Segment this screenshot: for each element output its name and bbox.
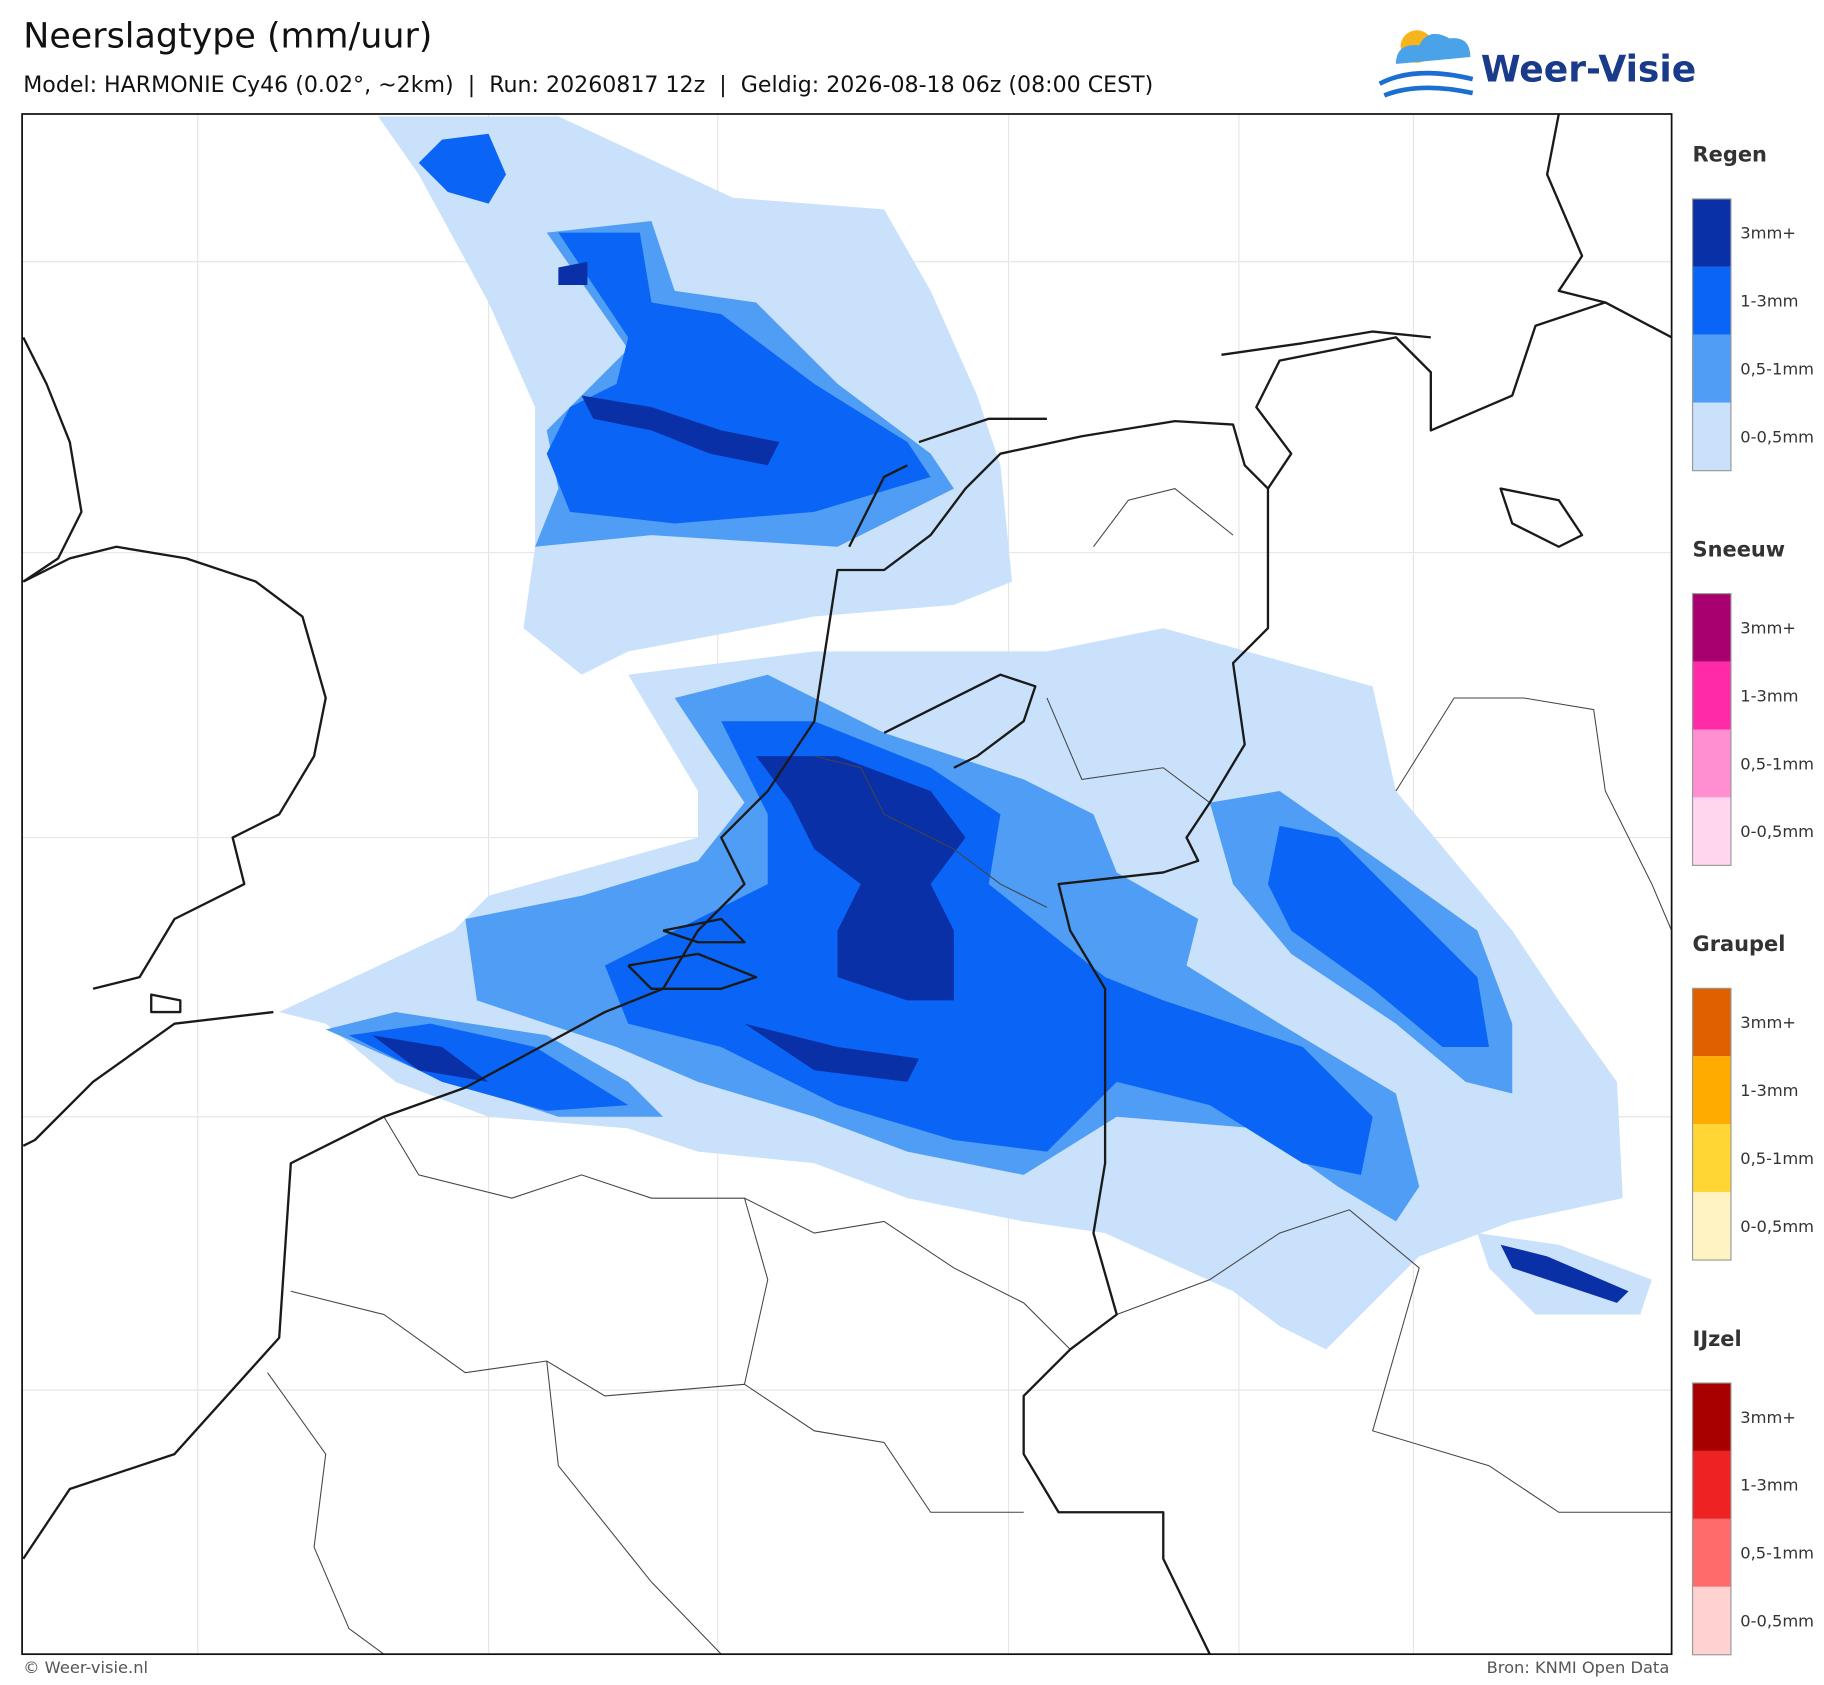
legend-label: 0-0,5mm <box>1740 822 1814 841</box>
legend-label: 3mm+ <box>1740 1013 1796 1032</box>
legend-swatch <box>1692 729 1731 798</box>
legend-label: 3mm+ <box>1740 618 1796 637</box>
legend-swatch <box>1692 1124 1731 1193</box>
map-frame <box>21 113 1673 1656</box>
legend-title: Sneeuw <box>1693 537 1786 561</box>
legend-swatch <box>1692 988 1731 1057</box>
legend-title: IJzel <box>1693 1327 1742 1351</box>
legend-label: 0-0,5mm <box>1740 428 1814 447</box>
logo-text: Weer-Visie <box>1481 48 1696 90</box>
legend-swatch <box>1692 1450 1731 1519</box>
logo: Weer-Visie <box>1378 30 1696 98</box>
map <box>22 114 1672 1655</box>
legend-swatch <box>1692 1192 1731 1261</box>
legend-swatch <box>1692 661 1731 730</box>
borders <box>267 488 1672 1655</box>
legend: Regen 3mm+ 1-3mm 0,5-1mm 0-0,5mm Sneeuw 3mm+ 1-… <box>1691 143 1814 1656</box>
content: Neerslagtype (mm/uur) Model: HARMONIE Cy… <box>21 17 1814 1677</box>
legend-label: 3mm+ <box>1740 224 1796 243</box>
legend-bar-frame <box>1691 1382 1732 1656</box>
legend-bar-frame <box>1691 987 1732 1261</box>
copyright: © Weer-visie.nl <box>23 1658 148 1677</box>
legend-swatch <box>1692 334 1731 403</box>
legend-label: 0,5-1mm <box>1740 1544 1814 1563</box>
legend-title: Graupel <box>1693 932 1786 956</box>
legend-label: 1-3mm <box>1740 1476 1798 1495</box>
legend-swatch <box>1692 797 1731 866</box>
legend-label: 0-0,5mm <box>1740 1217 1814 1236</box>
legend-swatch <box>1692 266 1731 335</box>
legend-label: 0,5-1mm <box>1740 1149 1814 1168</box>
legend-swatch <box>1692 1056 1731 1125</box>
legend-bar-frame <box>1691 198 1732 472</box>
legend-bar-frame <box>1691 593 1732 866</box>
legend-swatch <box>1692 593 1731 662</box>
precipitation <box>279 116 1652 1350</box>
legend-swatch <box>1692 1383 1731 1451</box>
title: Neerslagtype (mm/uur) <box>23 17 432 57</box>
legend-swatch <box>1692 1586 1731 1655</box>
legend-label: 0,5-1mm <box>1740 360 1814 379</box>
legend-swatch <box>1692 1518 1731 1587</box>
subtitle: Model: HARMONIE Cy46 (0.02°, ~2km) | Run… <box>23 72 1153 98</box>
legend-label: 1-3mm <box>1740 686 1798 705</box>
legend-label: 3mm+ <box>1740 1408 1796 1427</box>
legend-label: 1-3mm <box>1740 1081 1798 1100</box>
legend-title: Regen <box>1693 143 1767 167</box>
coastlines <box>22 114 1672 1655</box>
legend-label: 1-3mm <box>1740 292 1798 311</box>
legend-swatch <box>1692 402 1731 471</box>
legend-swatch <box>1692 198 1731 267</box>
legend-label: 0-0,5mm <box>1740 1612 1814 1631</box>
legend-label: 0,5-1mm <box>1740 754 1814 773</box>
source: Bron: KNMI Open Data <box>1487 1658 1670 1677</box>
